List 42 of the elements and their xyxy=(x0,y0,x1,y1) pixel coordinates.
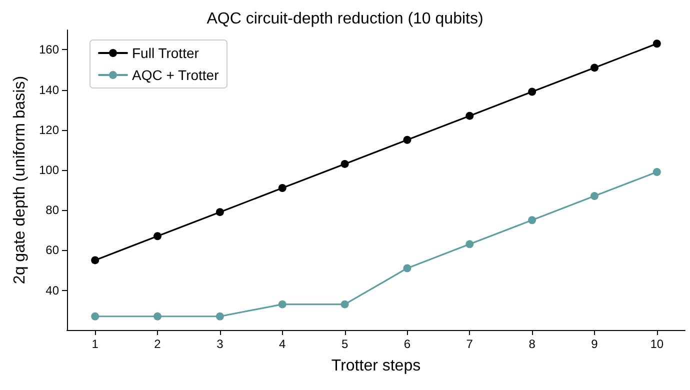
x-tick-label: 3 xyxy=(216,337,224,351)
x-axis-title: Trotter steps xyxy=(331,358,421,374)
point xyxy=(91,256,100,264)
x-tick-label: 10 xyxy=(650,337,664,351)
point xyxy=(403,136,412,144)
point xyxy=(466,240,474,248)
point xyxy=(154,232,162,240)
point xyxy=(91,312,100,320)
point xyxy=(216,312,224,320)
y-tick-label: 160 xyxy=(38,42,60,57)
y-tick-label: 80 xyxy=(46,203,60,218)
y-tick-label: 40 xyxy=(46,283,60,298)
point xyxy=(590,64,598,72)
point xyxy=(154,312,162,320)
point xyxy=(278,184,286,192)
y-axis-title: 2q gate depth (uniform basis) xyxy=(12,76,29,284)
x-tick-label: 1 xyxy=(92,337,99,351)
x-tick-label: 9 xyxy=(591,337,598,351)
point xyxy=(466,112,474,120)
point xyxy=(216,208,224,216)
y-tick-label: 100 xyxy=(38,162,60,177)
point xyxy=(340,160,349,168)
y-tick-label: 60 xyxy=(46,243,60,258)
x-tick-label: 2 xyxy=(154,337,162,351)
y-tick-label: 140 xyxy=(38,82,60,97)
x-tick-label: 6 xyxy=(404,337,411,351)
chart-title: AQC circuit-depth reduction (10 qubits) xyxy=(206,10,484,28)
point xyxy=(528,88,536,96)
x-tick-label: 8 xyxy=(528,337,536,351)
point xyxy=(652,168,661,176)
point xyxy=(278,300,286,308)
legend-label: Full Trotter xyxy=(132,45,200,61)
y-tick-label: 120 xyxy=(38,122,60,137)
point xyxy=(403,264,412,272)
point xyxy=(528,216,536,224)
x-tick-label: 7 xyxy=(466,337,474,351)
legend-label: AQC + Trotter xyxy=(132,67,220,83)
point xyxy=(340,300,349,308)
x-tick-label: 5 xyxy=(341,337,348,351)
x-tick-label: 4 xyxy=(279,337,286,351)
point xyxy=(590,192,598,200)
point xyxy=(652,40,661,48)
